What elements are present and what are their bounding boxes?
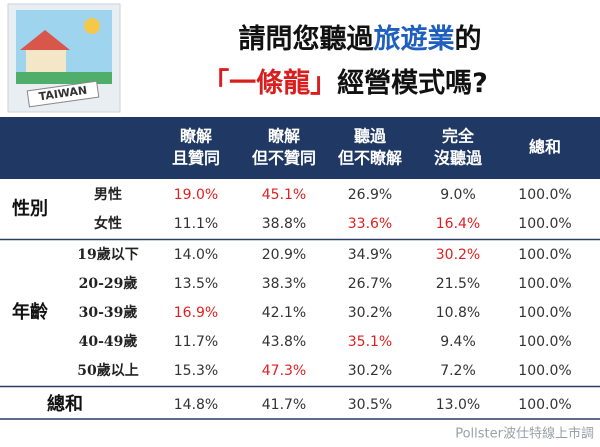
- column-header: 完全: [442, 127, 475, 146]
- cell: 9.4%: [440, 334, 476, 350]
- cell: 38.3%: [262, 276, 306, 292]
- cell: 47.3%: [262, 363, 306, 379]
- cell: 11.1%: [174, 216, 218, 232]
- cell: 34.9%: [348, 247, 392, 263]
- row-label: 50歲以上: [77, 362, 138, 379]
- row-label: 女性: [94, 215, 122, 232]
- cell: 9.0%: [440, 187, 476, 203]
- table-header: [0, 117, 600, 179]
- cell: 100.0%: [518, 276, 571, 292]
- cell: 7.2%: [440, 363, 476, 379]
- cell: 26.9%: [348, 187, 392, 203]
- cell: 11.7%: [174, 334, 218, 350]
- total-label: 總和: [47, 393, 83, 415]
- column-header: 瞭解: [268, 127, 300, 146]
- cell: 10.8%: [436, 305, 480, 321]
- cell: 100.0%: [518, 216, 571, 232]
- cell: 30.2%: [348, 305, 392, 321]
- cell: 15.3%: [174, 363, 218, 379]
- group-label: 性別: [12, 198, 48, 220]
- source: Pollster波仕特線上市調: [455, 426, 594, 442]
- column-header: 總和: [529, 138, 561, 157]
- row-label: 男性: [94, 186, 122, 203]
- column-header: 但不瞭解: [338, 149, 402, 168]
- cell: 100.0%: [518, 334, 571, 350]
- cell: 100.0%: [518, 247, 571, 263]
- column-header: 但不贊同: [252, 149, 316, 168]
- group-label: 年齡: [12, 301, 48, 323]
- title-line: 請問您聽過旅遊業的: [239, 23, 482, 55]
- cell: 33.6%: [348, 216, 392, 232]
- column-header: 瞭解: [180, 127, 212, 146]
- cell: 14.0%: [174, 247, 218, 263]
- total-cell: 100.0%: [518, 397, 571, 413]
- label-card: [26, 80, 100, 108]
- title-segment: 旅遊業: [374, 23, 455, 55]
- total-cell: 13.0%: [436, 397, 480, 413]
- title-line: 「一條龍」經營模式嗎?: [202, 67, 488, 99]
- cell: 100.0%: [518, 187, 571, 203]
- title-segment: 的: [455, 23, 482, 55]
- cell: 16.9%: [174, 305, 218, 321]
- row-label: 20-29歲: [79, 275, 138, 292]
- cell: 13.5%: [174, 276, 218, 292]
- total-cell: 41.7%: [262, 397, 306, 413]
- column-header: 且贊同: [172, 149, 220, 168]
- cell: 45.1%: [262, 187, 306, 203]
- column-header: 聽過: [354, 127, 387, 146]
- illustration: TAIWAN: [7, 3, 121, 113]
- cell: 19.0%: [174, 187, 218, 203]
- cell: 16.4%: [436, 216, 480, 232]
- column-header: 沒聽過: [434, 149, 483, 168]
- cell: 100.0%: [518, 363, 571, 379]
- total-cell: 14.8%: [174, 397, 218, 413]
- row-label: 19歲以下: [77, 246, 138, 263]
- grass: [16, 72, 112, 84]
- roof: [20, 30, 70, 50]
- cell: 100.0%: [518, 305, 571, 321]
- cell: 20.9%: [262, 247, 306, 263]
- cell: 30.2%: [436, 247, 480, 263]
- cell: 42.1%: [262, 305, 306, 321]
- title-segment: 請問您聽過: [239, 23, 375, 55]
- total-cell: 30.5%: [348, 397, 392, 413]
- cell: 35.1%: [348, 334, 392, 350]
- house: [26, 50, 66, 72]
- title-segment: 「一條龍」: [202, 67, 337, 99]
- cell: 21.5%: [436, 276, 480, 292]
- title-segment: 經營模式嗎?: [337, 67, 488, 99]
- cell: 30.2%: [348, 363, 392, 379]
- cell: 38.8%: [262, 216, 306, 232]
- row-label: 30-39歲: [79, 304, 138, 321]
- cell: 43.8%: [262, 334, 306, 350]
- sun: [84, 18, 100, 34]
- row-label: 40-49歲: [79, 333, 138, 350]
- cell: 26.7%: [348, 276, 392, 292]
